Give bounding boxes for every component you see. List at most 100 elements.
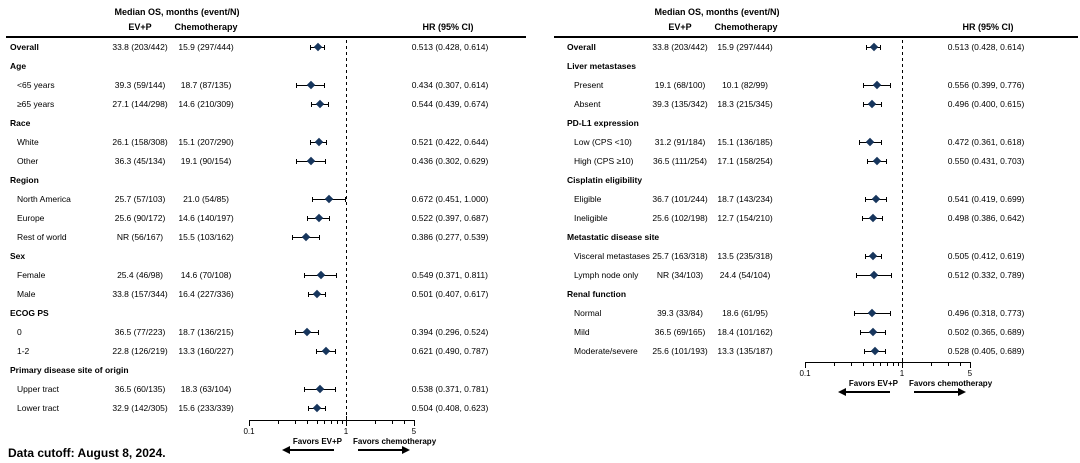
ci-cap-low [866,44,868,50]
ci-cap-low [310,44,312,50]
hr-value: 0.436 (0.302, 0.629) [411,156,489,166]
x-axis-tick-label: 1 [343,427,349,436]
subgroup-header: Primary disease site of origin [10,365,129,375]
ci-cap-high [882,215,884,221]
x-axis-tick [902,358,903,368]
x-axis-tick-label: 5 [411,427,417,436]
ci-cap-high [885,329,887,335]
hr-point-marker [873,80,882,90]
evp-value: 27.1 (144/298) [112,99,168,109]
ci-cap-low [315,348,317,354]
subgroup-header: ECOG PS [10,308,49,318]
evp-value: 33.8 (203/442) [112,42,168,52]
x-axis-tick [892,362,894,366]
hr-value: 0.498 (0.386, 0.642) [947,213,1025,223]
ci-cap-low [307,215,309,221]
hr-point-marker [314,137,323,147]
row-label: North America [17,194,71,204]
hr-value: 0.504 (0.408, 0.623) [411,403,489,413]
hr-value: 0.496 (0.318, 0.773) [947,308,1025,318]
evp-value: NR (56/167) [116,232,164,242]
hr-column-header: HR (95% CI) [962,22,1014,32]
ci-cap-low [863,82,865,88]
chemo-value: 24.4 (54/104) [719,270,771,280]
hr-point-marker [316,99,325,109]
ci-cap-low [853,310,855,316]
ci-cap-high [891,272,893,278]
ci-cap-high [317,329,319,335]
forest-panel-right: Median OS, months (event/N) EV+P Chemoth… [540,0,1080,463]
hr-value: 0.550 (0.431, 0.703) [947,156,1025,166]
hr-point-marker [866,137,875,147]
ci-cap-high [890,310,892,316]
chemo-column-header: Chemotherapy [714,22,778,32]
chemo-value: 12.7 (154/210) [717,213,773,223]
chemo-value: 15.9 (297/444) [178,42,234,52]
x-axis-tick [324,420,326,424]
row-label: Overall [10,42,39,52]
subgroup-header: Region [10,175,39,185]
ci-cap-high [880,253,882,259]
chemo-value: 15.9 (297/444) [717,42,773,52]
hr-value: 0.541 (0.419, 0.699) [947,194,1025,204]
x-axis-tick [948,362,950,366]
hr-point-marker [321,346,331,356]
x-axis-tick [872,362,874,366]
hr-point-marker [306,80,316,90]
hr-value: 0.521 (0.422, 0.644) [411,137,489,147]
row-label: Lower tract [17,403,60,413]
row-label: Eligible [574,194,602,204]
hr-value: 0.544 (0.439, 0.674) [411,99,489,109]
evp-value: 25.7 (57/103) [114,194,166,204]
x-axis-tick [375,420,377,424]
hr-value: 0.513 (0.428, 0.614) [411,42,489,52]
row-label: Other [17,156,39,166]
row-label: Normal [574,308,602,318]
row-label: Absent [574,99,601,109]
x-axis-tick [897,362,899,366]
hr-point-marker [306,156,316,166]
hr-value: 0.386 (0.277, 0.539) [411,232,489,242]
x-axis-tick [341,420,343,424]
median-os-header: Median OS, months (event/N) [654,7,780,17]
hr-value: 0.505 (0.412, 0.619) [947,251,1025,261]
x-axis-tick [249,420,250,426]
favors-evp-label: Favors EV+P [292,437,342,446]
hr-value: 0.501 (0.407, 0.617) [411,289,489,299]
ci-cap-low [859,139,861,145]
chemo-value: 15.1 (207/290) [178,137,234,147]
chemo-value: 18.7 (136/215) [178,327,234,337]
ci-cap-low [312,196,314,202]
row-label: Upper tract [17,384,60,394]
x-axis-tick-label: 0.1 [799,369,811,378]
evp-value: 36.7 (101/244) [652,194,708,204]
chemo-value: 14.6 (70/108) [180,270,232,280]
row-label: Europe [17,213,45,223]
subgroup-header: Sex [10,251,26,261]
header-rule [6,36,526,38]
hr-point-marker [868,327,878,337]
hr-column-header: HR (95% CI) [422,22,474,32]
reference-line [346,40,347,420]
evp-value: 25.6 (90/172) [114,213,166,223]
x-axis-tick-label: 5 [967,369,973,378]
evp-value: 39.3 (33/84) [657,308,703,318]
chemo-value: 19.1 (90/154) [180,156,232,166]
row-label: Overall [567,42,596,52]
chemo-value: 10.1 (82/99) [722,80,768,90]
chemo-column-header: Chemotherapy [174,22,238,32]
ci-cap-high [334,386,336,392]
hr-point-marker [301,232,311,242]
ci-cap-high [880,44,882,50]
evp-column-header: EV+P [668,22,692,32]
x-axis-tick [295,420,297,424]
hr-value: 0.522 (0.397, 0.687) [411,213,489,223]
ci-cap-high [880,139,882,145]
chemo-value: 18.4 (101/162) [717,327,773,337]
hr-value: 0.672 (0.451, 1.000) [411,194,489,204]
favors-chemo-arrow-icon [358,449,402,451]
subgroup-header: Liver metastases [567,61,636,71]
ci-cap-high [328,101,330,107]
chemo-value: 13.5 (235/318) [717,251,773,261]
ci-cap-low [291,234,293,240]
